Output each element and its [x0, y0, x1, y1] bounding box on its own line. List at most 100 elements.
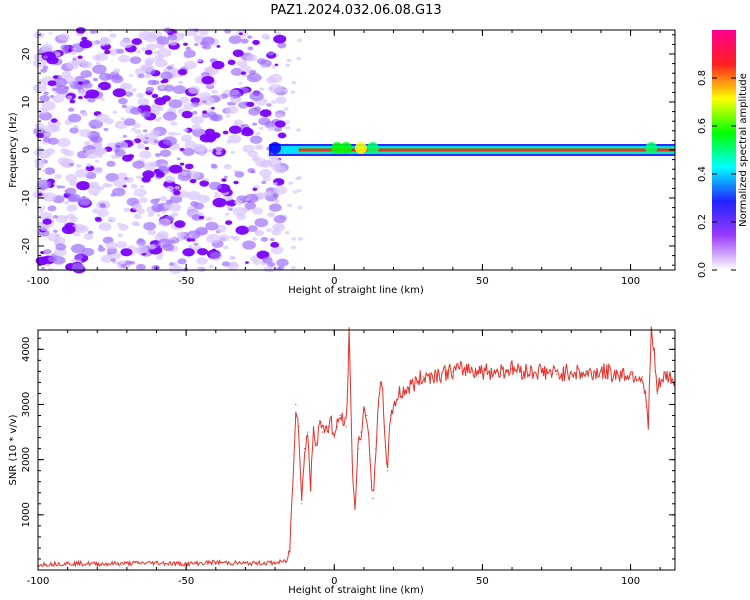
- noise-blob: [122, 85, 128, 89]
- snr-point: [304, 448, 306, 450]
- noise-blob: [168, 203, 182, 212]
- noise-blob: [112, 110, 118, 114]
- noise-blob: [145, 136, 149, 140]
- noise-blob: [133, 188, 147, 197]
- noise-blob: [167, 131, 174, 136]
- noise-blob: [147, 79, 157, 86]
- noise-blob: [270, 241, 280, 248]
- snr-y-axis-label: SNR (10 * v/v): [8, 414, 19, 485]
- noise-blob: [61, 161, 72, 168]
- noise-blob: [52, 75, 59, 79]
- noise-blob: [230, 150, 236, 154]
- noise-blob: [182, 147, 195, 156]
- noise-blob: [228, 134, 242, 144]
- snr-point: [342, 420, 344, 422]
- snr-point: [345, 425, 347, 428]
- snr-point: [656, 392, 658, 395]
- noise-blob: [290, 90, 296, 94]
- spectrogram-y-axis-label: Frequency (Hz): [8, 112, 19, 188]
- snr-point: [389, 414, 392, 417]
- noise-blob: [127, 154, 135, 159]
- x-tick-label: -50: [178, 576, 194, 587]
- noise-blob: [265, 76, 277, 84]
- noise-blob: [181, 110, 193, 119]
- noise-blob: [120, 117, 126, 121]
- noise-blob: [285, 63, 291, 68]
- noise-blob: [216, 45, 221, 48]
- noise-blob: [284, 230, 290, 235]
- noise-blob: [197, 248, 209, 256]
- noise-blob: [204, 66, 214, 73]
- noise-blob: [225, 114, 231, 118]
- noise-blob: [138, 30, 153, 41]
- noise-blob: [132, 203, 143, 211]
- y-tick-label: -10: [21, 190, 32, 206]
- noise-blob: [191, 214, 202, 221]
- noise-blob: [39, 95, 50, 102]
- noise-blob: [139, 184, 145, 189]
- noise-blob: [271, 65, 277, 69]
- ridge-spot: [269, 142, 282, 154]
- noise-blob: [225, 105, 239, 115]
- noise-blob: [41, 43, 54, 52]
- noise-blob: [34, 157, 46, 166]
- noise-blob: [161, 210, 166, 214]
- noise-blob: [296, 188, 302, 193]
- noise-blob: [151, 203, 165, 212]
- noise-blob: [182, 128, 189, 133]
- snr-point: [286, 560, 288, 562]
- noise-blob: [54, 173, 62, 180]
- noise-blob: [99, 37, 112, 46]
- noise-blob: [198, 215, 205, 220]
- noise-blob: [193, 202, 205, 210]
- noise-blob: [270, 245, 284, 255]
- x-tick-label: -100: [27, 576, 50, 587]
- noise-blob: [42, 65, 49, 70]
- noise-blob: [221, 261, 230, 267]
- noise-blob: [260, 64, 266, 69]
- noise-blob: [66, 80, 73, 85]
- noise-blob: [53, 229, 58, 233]
- noise-blob: [69, 127, 79, 134]
- snr-point: [315, 442, 318, 444]
- figure-title: PAZ1.2024.032.06.08.G13: [270, 3, 441, 18]
- noise-blob: [161, 78, 169, 84]
- noise-blob: [156, 36, 170, 45]
- snr-point: [298, 425, 300, 428]
- noise-blob: [44, 133, 50, 137]
- noise-blob: [130, 106, 142, 115]
- snr-ticks: -100 -50 0 50 100 1000 2000 3000 4000: [21, 330, 675, 587]
- noise-blob: [222, 245, 229, 250]
- noise-blob: [134, 222, 140, 227]
- snr-point: [324, 425, 326, 428]
- noise-blob: [222, 130, 229, 135]
- noise-blob: [87, 230, 94, 235]
- noise-blob: [98, 222, 112, 231]
- snr-point: [155, 562, 158, 564]
- noise-blob: [168, 264, 183, 275]
- noise-blob: [36, 133, 44, 139]
- noise-blob: [60, 44, 70, 51]
- noise-blob: [68, 162, 74, 167]
- snr-point: [301, 503, 303, 505]
- noise-blob: [190, 238, 196, 242]
- snr-point: [653, 354, 655, 356]
- noise-blob: [113, 68, 121, 74]
- snr-point: [511, 368, 513, 370]
- noise-blob: [272, 223, 286, 232]
- noise-blob: [142, 129, 148, 133]
- noise-blob: [296, 56, 302, 61]
- noise-blob: [277, 132, 287, 139]
- noise-blob: [139, 150, 152, 159]
- noise-blob: [199, 180, 210, 187]
- noise-blob: [286, 58, 292, 63]
- noise-blob: [92, 77, 99, 82]
- noise-blob: [69, 99, 76, 104]
- noise-blob: [223, 164, 232, 170]
- noise-blob: [211, 89, 218, 94]
- colorbar-tick-label: 0.6: [697, 118, 708, 134]
- spectrogram-heatmap: [32, 27, 675, 275]
- noise-blob: [168, 40, 178, 46]
- noise-blob: [151, 264, 160, 271]
- spectrogram-x-axis-label: Height of straight line (km): [288, 285, 424, 296]
